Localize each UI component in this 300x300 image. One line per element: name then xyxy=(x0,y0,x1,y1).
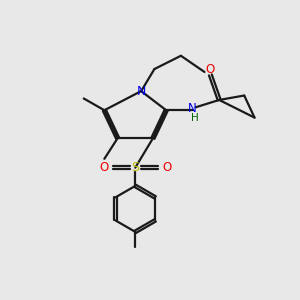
Text: H: H xyxy=(191,113,199,124)
Text: O: O xyxy=(162,161,171,174)
Text: O: O xyxy=(99,161,108,174)
Text: S: S xyxy=(131,161,139,174)
Text: N: N xyxy=(188,102,197,115)
Text: O: O xyxy=(206,62,215,76)
Text: N: N xyxy=(136,85,146,98)
